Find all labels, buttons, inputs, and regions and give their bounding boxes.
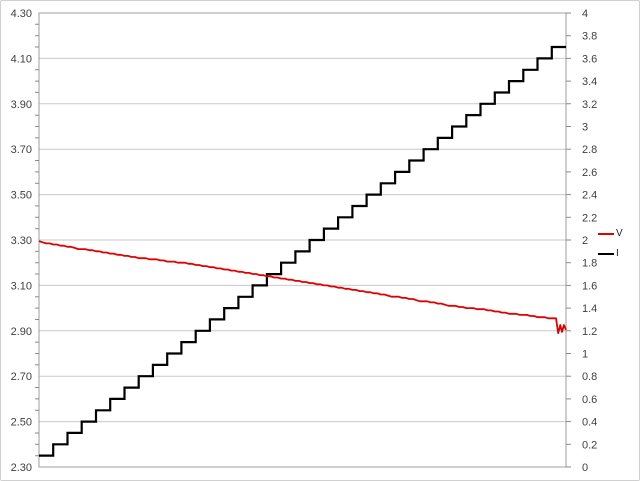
voltage-series-line <box>38 240 567 334</box>
right-axis-tick-label: 3.2 <box>582 99 597 111</box>
right-axis-tick-label: 0.4 <box>582 417 597 429</box>
legend-item-current: I <box>598 248 623 259</box>
right-axis-tick-label: 0 <box>582 462 588 474</box>
legend-label-voltage: V <box>616 228 623 239</box>
left-axis-tick-label: 2.30 <box>11 462 32 474</box>
left-axis-tick-label: 3.10 <box>11 280 32 292</box>
right-axis-tick-label: 1.4 <box>582 303 597 315</box>
right-axis-tick-label: 1.2 <box>582 326 597 338</box>
right-axis-tick-label: 0.8 <box>582 371 597 383</box>
right-axis-tick-label: 1.6 <box>582 280 597 292</box>
left-axis-tick-label: 2.50 <box>11 417 32 429</box>
right-axis-tick-label: 2.8 <box>582 144 597 156</box>
left-axis-tick-label: 3.90 <box>11 99 32 111</box>
right-axis-tick-label: 2.2 <box>582 212 597 224</box>
left-axis-tick-label: 3.50 <box>11 190 32 202</box>
legend: V I <box>598 228 623 259</box>
left-axis-tick-label: 2.70 <box>11 371 32 383</box>
left-axis-tick-label: 3.70 <box>11 144 32 156</box>
right-axis-tick-label: 1.8 <box>582 258 597 270</box>
right-axis-tick-label: 3.6 <box>582 53 597 65</box>
right-axis-tick-label: 3.8 <box>582 31 597 43</box>
current-line-swatch <box>598 252 614 255</box>
right-axis-tick-label: 2 <box>582 235 588 247</box>
left-axis-tick-label: 4.30 <box>11 8 32 20</box>
right-axis-tick-label: 1 <box>582 349 588 361</box>
right-axis-tick-label: 3.4 <box>582 76 597 88</box>
voltage-line-swatch <box>598 232 614 235</box>
left-axis-tick-label: 3.30 <box>11 235 32 247</box>
current-series-line <box>39 45 566 457</box>
left-axis-tick-label: 2.90 <box>11 326 32 338</box>
right-axis-tick-label: 2.4 <box>582 190 597 202</box>
right-axis-tick-label: 3 <box>582 122 588 134</box>
left-axis-tick-label: 4.10 <box>11 53 32 65</box>
legend-item-voltage: V <box>598 228 623 239</box>
legend-label-current: I <box>616 248 619 259</box>
right-axis-tick-label: 0.6 <box>582 394 597 406</box>
right-axis-tick-label: 0.2 <box>582 439 597 451</box>
right-axis-tick-label: 2.6 <box>582 167 597 179</box>
right-axis-tick-label: 4 <box>582 8 588 20</box>
